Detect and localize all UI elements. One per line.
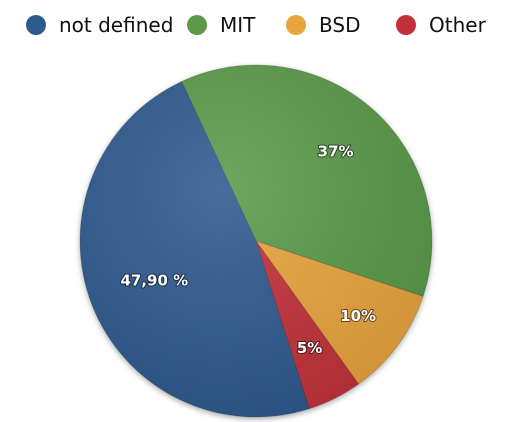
legend-swatch-bsd [286, 15, 306, 35]
legend-swatch-other [396, 15, 416, 35]
slice-labels: 37% 10% 5% 47,90 % [119, 142, 377, 358]
legend: not defined MIT BSD Other [26, 13, 487, 37]
slice-label-mit: 37% [318, 143, 354, 161]
legend-swatch-mit [187, 15, 207, 35]
legend-label-not-defined: not defined [59, 13, 173, 37]
legend-label-bsd: BSD [319, 13, 360, 37]
legend-item-other[interactable]: Other [396, 13, 487, 37]
legend-label-mit: MIT [220, 13, 256, 37]
slice-label-bsd: 10% [340, 307, 376, 325]
legend-item-bsd[interactable]: BSD [286, 13, 360, 37]
legend-swatch-not-defined [26, 15, 46, 35]
legend-label-other: Other [429, 13, 487, 37]
slice-label-other: 5% [297, 339, 322, 357]
legend-item-mit[interactable]: MIT [187, 13, 256, 37]
slice-label-not-defined: 47,90 % [120, 272, 188, 290]
pie [79, 64, 433, 418]
legend-item-not-defined[interactable]: not defined [26, 13, 173, 37]
